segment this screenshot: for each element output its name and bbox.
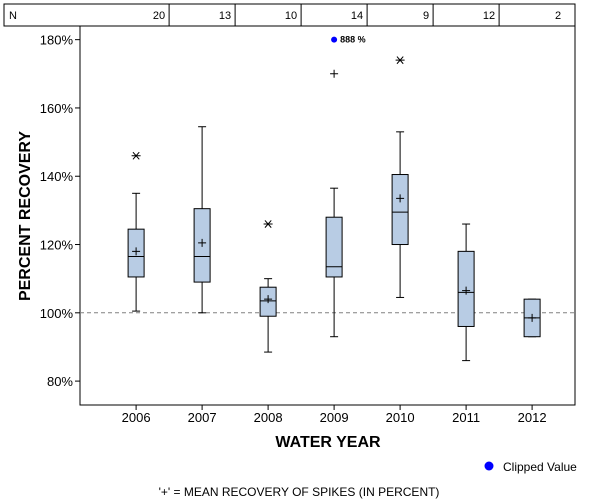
outlier-star bbox=[131, 151, 141, 160]
box-2010 bbox=[391, 56, 409, 298]
clipped-value-legend-label: Clipped Value bbox=[503, 460, 577, 474]
clipped-value-marker bbox=[331, 36, 338, 43]
mean-marker bbox=[264, 295, 273, 304]
x-tick-label-2006: 2006 bbox=[122, 410, 151, 425]
clipped-value-legend-marker bbox=[484, 461, 494, 471]
clipped-value-label: 888 % bbox=[340, 35, 366, 45]
n-count-2011: 12 bbox=[483, 10, 495, 22]
outlier-marker bbox=[330, 69, 339, 78]
x-tick-label-2007: 2007 bbox=[188, 410, 217, 425]
mean-footnote: '+' = MEAN RECOVERY OF SPIKES (IN PERCEN… bbox=[159, 485, 440, 499]
legend: Clipped Value bbox=[484, 460, 577, 474]
x-axis: 2006 2007 2008 2009 2010 2011 2012 bbox=[122, 405, 547, 425]
box-2006 bbox=[127, 151, 145, 312]
plot-frame bbox=[79, 25, 576, 406]
x-tick-label-2011: 2011 bbox=[452, 410, 480, 425]
box-series: 888 % bbox=[127, 35, 541, 362]
mean-marker bbox=[198, 238, 207, 247]
y-tick-label: 140% bbox=[40, 169, 74, 184]
outlier-star bbox=[263, 220, 273, 228]
x-tick-label-2012: 2012 bbox=[518, 410, 547, 425]
y-tick-label: 180% bbox=[40, 33, 74, 48]
n-header-strip: N 20 13 10 14 9 12 2 bbox=[3, 3, 576, 27]
mean-marker bbox=[462, 286, 471, 295]
y-tick-label: 120% bbox=[40, 238, 74, 253]
x-tick-label-2009: 2009 bbox=[320, 410, 349, 425]
y-tick-label: 100% bbox=[40, 306, 74, 321]
n-count-2009: 14 bbox=[351, 10, 363, 22]
box-2009: 888 % bbox=[325, 35, 366, 338]
box-2011 bbox=[457, 223, 475, 362]
x-tick-label-2008: 2008 bbox=[254, 410, 283, 425]
n-header-label: N bbox=[9, 10, 17, 22]
y-tick-label: 80% bbox=[47, 374, 73, 389]
iqr-box bbox=[325, 216, 343, 278]
mean-marker bbox=[528, 313, 537, 322]
box-2012 bbox=[523, 298, 541, 338]
iqr-box bbox=[391, 174, 409, 246]
box-2008 bbox=[259, 220, 277, 353]
outlier-star bbox=[395, 56, 405, 65]
n-count-2008: 10 bbox=[285, 10, 297, 22]
box-2007 bbox=[193, 126, 211, 314]
n-count-2006: 20 bbox=[153, 10, 165, 22]
n-count-2010: 9 bbox=[423, 10, 429, 22]
y-axis: 80% 100% 120% 140% 160% 180% bbox=[40, 33, 80, 389]
x-axis-title: WATER YEAR bbox=[275, 434, 381, 451]
y-axis-title: PERCENT RECOVERY bbox=[17, 131, 34, 301]
x-tick-label-2010: 2010 bbox=[386, 410, 415, 425]
mean-marker bbox=[396, 194, 405, 203]
mean-marker bbox=[132, 247, 141, 256]
n-count-2012: 2 bbox=[555, 10, 561, 22]
n-count-2007: 13 bbox=[219, 10, 231, 22]
y-tick-label: 160% bbox=[40, 101, 74, 116]
